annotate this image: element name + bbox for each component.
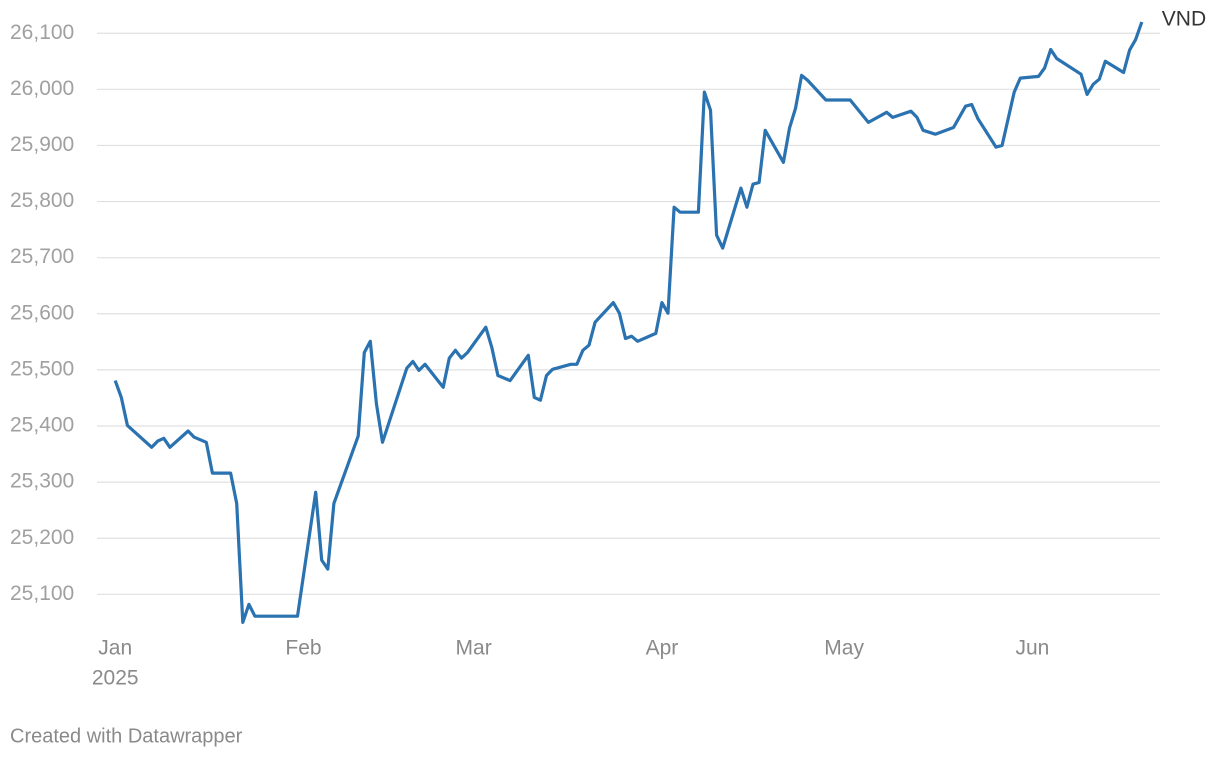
y-tick-label: 26,100: [10, 21, 74, 44]
x-tick-label: Jun: [1016, 637, 1050, 660]
x-tick-label: Apr: [646, 637, 679, 660]
y-tick-label: 25,500: [10, 357, 74, 380]
credit: Created with Datawrapper: [10, 725, 243, 747]
x-tick-label: Feb: [285, 637, 321, 660]
y-tick-label: 25,300: [10, 470, 74, 493]
y-tick-label: 25,100: [10, 582, 74, 605]
y-tick-label: 25,600: [10, 301, 74, 324]
y-tick-label: 26,000: [10, 77, 74, 100]
y-tick-label: 25,700: [10, 245, 74, 268]
y-tick-label: 25,400: [10, 414, 74, 437]
x-tick-label: Jan: [98, 637, 132, 660]
series-label: VND: [1162, 8, 1206, 31]
x-tick-label: Mar: [456, 637, 492, 660]
y-tick-label: 25,200: [10, 526, 74, 549]
y-tick-label: 25,800: [10, 189, 74, 212]
line: [113, 21, 1144, 624]
x-year-label: 2025: [92, 667, 139, 690]
y-tick-label: 25,900: [10, 133, 74, 156]
x-tick-label: May: [824, 637, 864, 660]
